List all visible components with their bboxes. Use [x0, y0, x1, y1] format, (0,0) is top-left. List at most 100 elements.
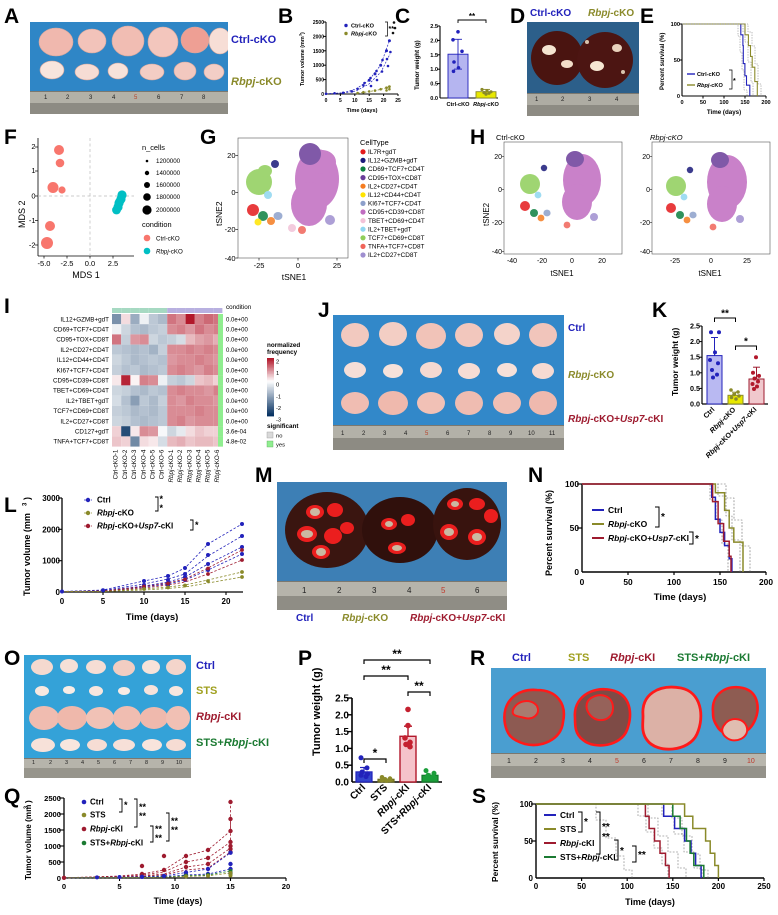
svg-text:Rbpj-cKO-6: Rbpj-cKO-6: [214, 449, 221, 482]
scale-gradient-step: [267, 379, 274, 382]
heatmap-cell: [204, 416, 214, 427]
svg-text:100: 100: [520, 800, 534, 809]
heatmap-cell: [148, 416, 158, 427]
heatmap-cell: [167, 375, 177, 386]
panel-s-sig-3: **: [602, 832, 610, 843]
heatmap-cell: [148, 334, 158, 345]
panel-e-ylabel: Percent survival (%): [660, 33, 666, 90]
svg-text:15: 15: [366, 98, 372, 104]
heatmap-cell: [130, 334, 140, 345]
scale-gradient-step: [267, 371, 274, 373]
svg-text:1000: 1000: [313, 63, 324, 69]
panel-q-legend-rbpj-cki: Rbpj-cKI: [90, 825, 123, 834]
svg-text:-40: -40: [640, 249, 650, 256]
svg-text:-40: -40: [225, 254, 236, 263]
ruler-num: 4: [588, 758, 592, 765]
scale-gradient-step: [267, 402, 274, 405]
ncells-2: 1400000: [156, 170, 181, 177]
panel-e-legend-rbpj: Rbpj-cKO: [697, 83, 723, 89]
heatmap-cell: [121, 324, 131, 335]
heatmap-cell: [139, 416, 149, 427]
panel-l-curves: [61, 523, 243, 592]
panel-label-P: P: [298, 647, 313, 670]
heatmap-significance-bar: [218, 426, 223, 437]
heatmap-pvalue: 0.0e+00: [226, 389, 249, 395]
panel-j-group-rbpj-usp7: Rbpj-cKO+Usp7-cKI: [568, 414, 664, 425]
svg-text:0: 0: [580, 577, 585, 587]
svg-text:0.0: 0.0: [430, 96, 438, 102]
panel-s-curve-rbpj-cki: [536, 803, 670, 878]
celltype-swatch: [360, 235, 366, 241]
panel-n-legend-rbpj-usp7: Rbpj-cKO+Usp7-cKI: [608, 533, 689, 543]
heatmap-cell: [121, 395, 131, 406]
heatmap-pvalue: 0.0e+00: [226, 399, 249, 405]
svg-text:2.0: 2.0: [430, 38, 438, 44]
heatmap-cell: [213, 416, 223, 427]
panel-c-ylabel: Tumor weight (g): [414, 40, 421, 90]
heatmap-cell: [139, 436, 149, 447]
panel-h-right-clusters: [666, 152, 747, 231]
panel-q-sig-7: **: [171, 825, 179, 835]
panel-q-sig-1: *: [124, 800, 128, 810]
svg-text:0: 0: [56, 588, 61, 597]
heatmap-condition-bar: [158, 308, 168, 313]
heatmap-row-label: CD69+TCF7+CD4T: [53, 327, 109, 334]
panel-n-sig-1: *: [661, 512, 665, 523]
celltype-swatch: [360, 200, 366, 206]
svg-text:20: 20: [282, 882, 290, 891]
heatmap-cell: [194, 314, 204, 325]
heatmap-cell: [204, 314, 214, 325]
scale-gradient-step: [267, 384, 274, 386]
panel-c-points-rbpj: [480, 87, 493, 96]
svg-text:3: 3: [299, 34, 303, 36]
heatmap-cell: [158, 334, 168, 345]
panel-label-S: S: [472, 785, 487, 808]
heatmap-cell: [167, 405, 177, 416]
heatmap-cell: [185, 385, 195, 396]
heatmap-significance-bar: [218, 416, 223, 427]
panel-n-xlabel: Time (days): [654, 592, 707, 603]
panel-label-N: N: [528, 464, 544, 487]
heatmap-condition-bar: [176, 308, 186, 313]
heatmap-pvalue: 0.0e+00: [226, 358, 249, 364]
panel-f-ylabel: MDS 2: [17, 200, 27, 228]
ruler-num: 6: [157, 95, 161, 101]
heatmap-cell: [121, 385, 131, 396]
panel-k-ylabel: Tumor weight (g): [670, 328, 680, 396]
panel-m-group-ctrl: Ctrl: [296, 613, 314, 624]
panel-r-group-sts-rbpj-cki: STS+Rbpj-cKI: [677, 652, 751, 664]
panel-l-sig-2: *: [160, 503, 164, 513]
panel-a-group-rbpj: Rbpj-cKO: [231, 76, 282, 88]
svg-text:20: 20: [381, 98, 387, 104]
celltype-swatch: [360, 226, 366, 232]
panel-n-legend-ctrl: Ctrl: [608, 505, 623, 515]
heatmap-cell: [112, 375, 122, 386]
svg-text:): ): [300, 32, 306, 34]
svg-text:5: 5: [339, 98, 342, 104]
panel-c-significance: **: [469, 12, 476, 21]
svg-text:-2.5: -2.5: [61, 259, 74, 268]
svg-text:-40: -40: [492, 249, 502, 256]
panel-o-tumor-svg: [24, 655, 191, 778]
svg-text:5: 5: [117, 882, 122, 891]
svg-text:1.0: 1.0: [335, 744, 349, 755]
heatmap-cell: [158, 375, 168, 386]
panel-s-legend-sts-rbpj-cki: STS+Rbpj-cKI: [560, 852, 616, 862]
svg-text:50: 50: [700, 100, 706, 106]
panel-q-points: [61, 799, 233, 880]
svg-text:2.5: 2.5: [335, 694, 349, 705]
ruler-num: 3: [588, 97, 592, 103]
scale-gradient-step: [267, 395, 274, 398]
heatmap-row-label: IL2+TBET+gdT: [66, 398, 109, 405]
svg-text:0: 0: [529, 874, 534, 883]
ruler-num: 3: [89, 95, 93, 101]
heatmap-cell: [148, 344, 158, 355]
heatmap-cell: [158, 395, 168, 406]
svg-text:100: 100: [565, 479, 579, 489]
panel-j-group-ctrl: Ctrl: [568, 323, 586, 334]
ruler-num: 7: [467, 431, 471, 437]
panel-l-legend-rbpj: Rbpj-cKO: [97, 509, 134, 518]
scale-gradient-step: [267, 358, 274, 360]
scale-gradient-step: [267, 407, 274, 410]
ruler-num: 5: [615, 758, 619, 765]
